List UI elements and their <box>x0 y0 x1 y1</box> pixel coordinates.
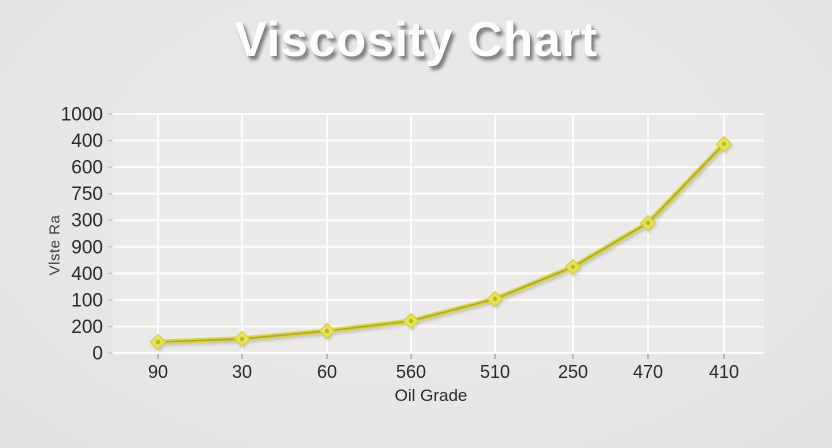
data-point-center <box>324 328 330 334</box>
data-point-center <box>645 220 651 226</box>
data-point-center <box>721 141 727 147</box>
series-line-core <box>157 143 725 343</box>
y-tick-label: 100 <box>71 290 103 311</box>
y-tick-label: 400 <box>71 264 103 285</box>
x-tick-label: 250 <box>558 362 588 382</box>
x-tick-label: 60 <box>317 362 337 382</box>
y-tick-label: 200 <box>71 317 103 338</box>
data-point-center <box>570 264 576 270</box>
y-axis-title: Vlste Ra <box>46 214 64 276</box>
x-tick-label: 30 <box>232 362 252 382</box>
y-tick-label: 300 <box>71 211 103 232</box>
y-tick-label: 0 <box>92 344 103 365</box>
x-tick-label: 470 <box>633 362 663 382</box>
y-tick-label: 1000 <box>61 105 103 126</box>
data-point-center <box>408 318 414 324</box>
data-point-center <box>155 339 161 345</box>
y-tick-label: 600 <box>71 158 103 179</box>
x-tick-label: 560 <box>396 362 426 382</box>
data-series <box>149 135 733 351</box>
data-point-center <box>239 336 245 342</box>
y-tick-label: 750 <box>71 184 103 205</box>
x-axis-title: Oil Grade <box>394 386 468 405</box>
chart-title: Viscosity Chart <box>234 13 598 67</box>
x-tick-label: 410 <box>709 362 739 382</box>
y-tick-label: 900 <box>71 237 103 258</box>
y-tick-label: 400 <box>71 131 103 152</box>
data-point-center <box>492 296 498 302</box>
x-tick-label: 510 <box>480 362 510 382</box>
x-tick-label: 90 <box>148 362 168 382</box>
plot-area <box>113 113 764 354</box>
